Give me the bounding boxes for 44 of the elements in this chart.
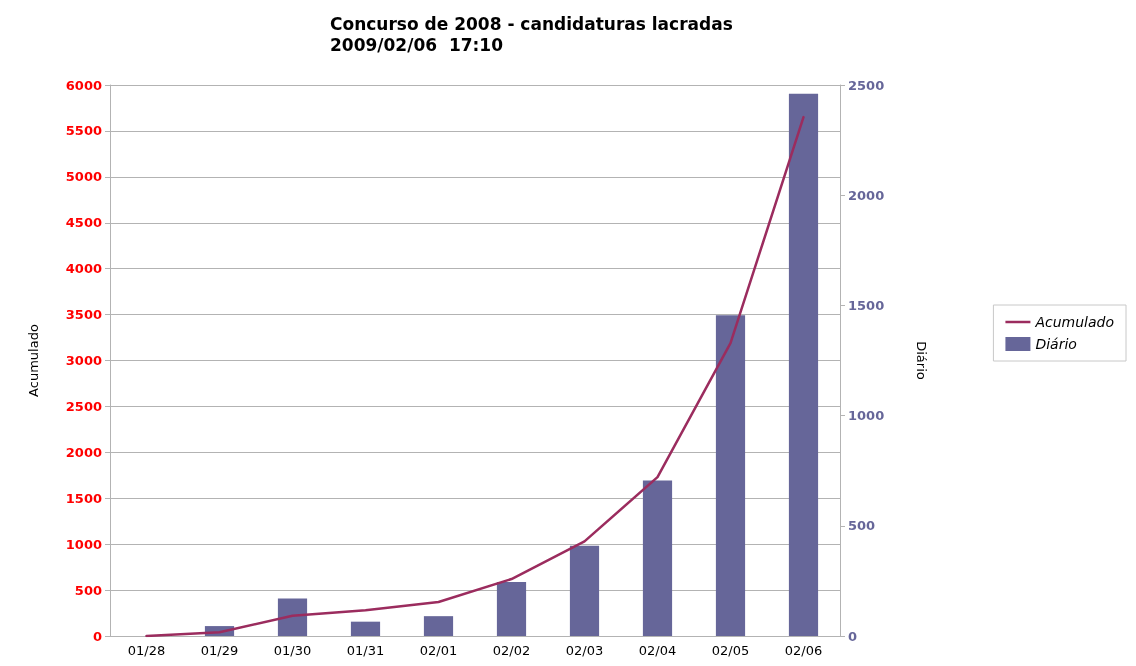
bar [788,93,819,636]
bar [569,545,600,636]
bar [642,480,673,636]
y-tick-label: 0 [92,628,102,644]
y2-tick-label: 2500 [848,77,885,93]
bar [277,598,308,636]
chart-subtitle: 2009/02/06 17:10 [330,34,504,55]
y-axis-title: Acumulado [26,324,41,397]
x-tick-label: 01/31 [346,643,385,658]
x-tick-label: 02/06 [784,643,823,658]
y-tick-label: 3500 [65,307,102,323]
x-tick-label: 02/01 [419,643,458,658]
y2-tick-label: 1000 [848,408,885,424]
x-tick-label: 01/29 [200,643,239,658]
y2-axis-title: Diário [914,341,929,380]
y-tick-label: 4500 [65,215,102,231]
y-tick-label: 1000 [65,536,102,552]
x-tick-label: 01/28 [127,643,166,658]
x-tick-label: 01/30 [273,643,312,658]
y-tick-label: 3000 [65,353,102,368]
y2-tick-label: 1500 [848,297,885,313]
y-tick-label: 5000 [65,169,102,185]
y-tick-label: 2500 [65,398,102,414]
y-tick-label: 500 [74,582,102,598]
y2-tick-label: 0 [848,628,858,644]
y2-tick-label: 2000 [848,187,885,203]
line-series [145,115,805,638]
y-tick-label: 1500 [65,490,102,506]
x-tick-label: 02/03 [565,643,604,658]
x-tick-label: 02/04 [638,643,677,658]
chart-title: Concurso de 2008 - candidaturas lacradas [330,13,733,34]
x-tick-label: 02/05 [711,643,750,658]
bar [715,315,746,636]
y-tick-label: 4000 [65,261,102,277]
bar [423,616,454,636]
y-tick-label: 2000 [65,444,102,460]
bar [496,582,527,636]
x-tick-label: 02/02 [492,643,531,658]
legend-label: Diário [1035,336,1077,352]
y-tick-label: 6000 [65,77,102,93]
y2-tick-label: 500 [848,518,876,534]
y-tick-label: 5500 [65,123,102,139]
legend-label: Acumulado [1034,314,1115,330]
bar [350,621,381,636]
